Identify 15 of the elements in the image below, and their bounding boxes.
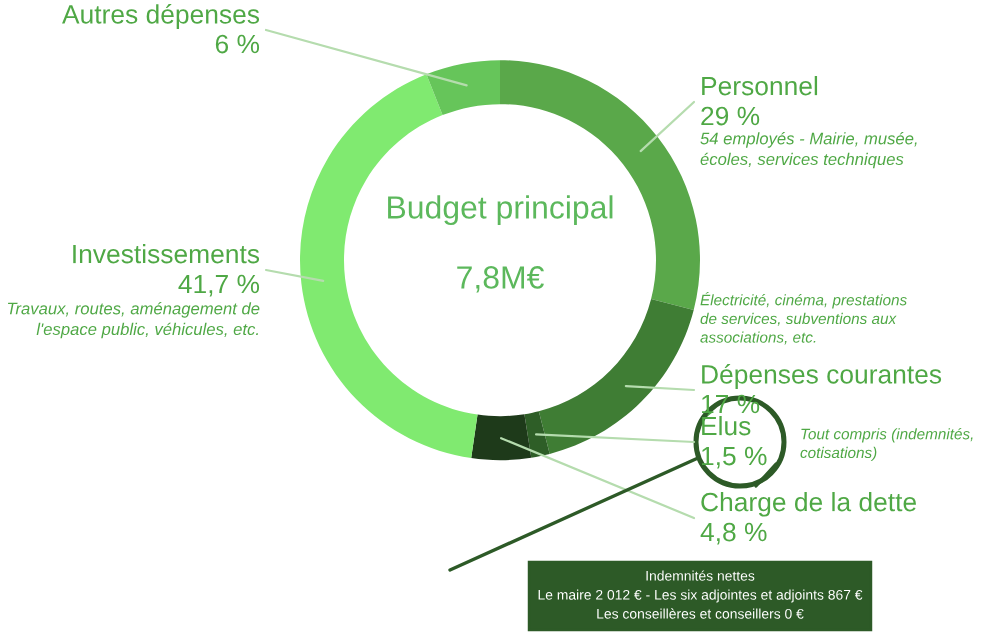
slice-label: Autres dépenses [62,4,260,29]
data-label: 1,5 % [702,446,767,469]
slice-label: Charge de la dette [701,492,916,517]
text: Budget principal [388,195,613,226]
slice-label: Dépenses courantes [702,364,942,389]
slice-label: Élus [702,412,751,436]
text: Travaux, routes, aménagement de l'espace public, véhicules, etc. [7,302,260,339]
slice-label: Personnel [702,76,818,96]
slice-label: Investissements [73,244,260,264]
data-label: 4,8 % [700,522,767,545]
text: 7,8M€ [457,266,544,293]
data-label: 29 % [701,106,760,126]
data-label: 41,7 % [178,274,260,297]
data-label: 6 % [215,34,260,54]
text: 54 employés - Mairie, musée, écoles, services techniques [700,132,917,169]
